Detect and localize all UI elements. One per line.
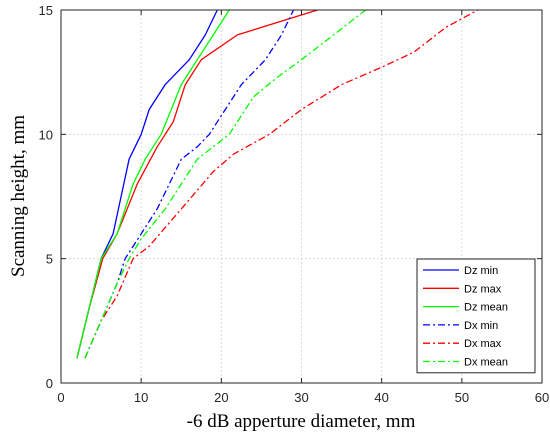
x-tick-label-6: 60 [535,390,549,405]
series-line-dx-max [84,9,479,359]
series-layer [76,9,479,359]
series-line-dz-mean [76,9,230,359]
x-tick-label-0: 0 [57,390,64,405]
y-axis-title: Scanning height, mm [8,115,29,277]
x-tick-label-2: 20 [214,390,228,405]
legend-label-dz-mean: Dz mean [464,302,508,314]
x-tick-label-5: 50 [455,390,469,405]
legend-label-dz-max: Dz max [464,283,502,295]
legend: Dz min Dz max Dz mean Dx min Dx max Dx mean [416,258,536,374]
x-tick-label-3: 30 [294,390,308,405]
legend-label-dx-mean: Dx mean [464,357,508,369]
x-tick-label-1: 10 [134,390,148,405]
ticks: 0 10 20 30 40 50 60 0 5 10 15 [39,3,550,405]
legend-label-dx-max: Dx max [464,338,502,350]
legend-label-dx-min: Dx min [464,320,498,332]
y-tick-label-3: 15 [39,3,53,18]
y-tick-label-2: 10 [39,127,53,142]
x-axis-title: -6 dB apperture diameter, mm [187,411,416,432]
y-tick-label-0: 0 [46,376,53,391]
legend-label-dz-min: Dz min [464,265,498,277]
legend-box [416,258,536,374]
series-line-dz-max [76,9,318,359]
x-tick-label-4: 40 [374,390,388,405]
series-line-dx-mean [84,9,366,359]
y-tick-label-1: 5 [46,252,53,267]
